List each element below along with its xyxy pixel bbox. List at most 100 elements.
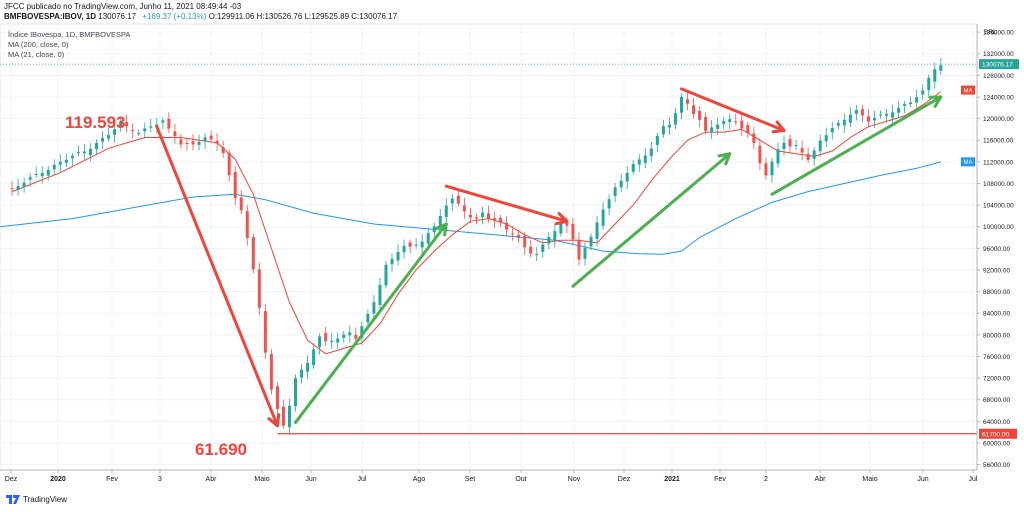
- x-tick-label: Dez: [5, 476, 18, 483]
- candle-body: [619, 180, 623, 188]
- candle-body: [269, 353, 273, 390]
- candle-body: [161, 120, 165, 123]
- candle-body: [113, 129, 117, 135]
- symbol-name[interactable]: BMFBOVESPA:IBOV, 1D: [4, 12, 97, 21]
- candle-body: [692, 105, 696, 115]
- x-tick-label: Maio: [862, 476, 877, 483]
- candle-body: [915, 96, 919, 103]
- candle-body: [649, 148, 653, 156]
- candle-body: [420, 241, 424, 248]
- candle-body: [16, 186, 20, 190]
- currency-label: BRL: [984, 29, 997, 36]
- tradingview-logo-icon: [6, 495, 20, 504]
- green-arrow-2-shaft: [571, 152, 732, 288]
- x-tick-label: Set: [465, 476, 476, 483]
- candle-body: [300, 369, 304, 378]
- candle-body: [601, 209, 605, 226]
- candle-body: [535, 253, 539, 255]
- horizontal-line-61700[interactable]: 61700.00: [277, 428, 1017, 439]
- candle-body: [927, 77, 931, 91]
- last-price-tag: [979, 59, 1019, 70]
- x-tick-label: Dez: [618, 476, 631, 483]
- green-arrow-1: [294, 222, 448, 424]
- candle-body: [577, 239, 581, 260]
- y-tick-label: 84000.00: [983, 311, 1010, 318]
- y-tick-label: 112000.00: [983, 159, 1014, 166]
- x-tick-label: Maio: [254, 476, 269, 483]
- candle-body: [263, 311, 267, 353]
- ma200-line: [0, 161, 941, 255]
- ma21-path: [11, 91, 942, 355]
- candle-body: [402, 245, 406, 253]
- x-tick-label: Abr: [206, 476, 218, 483]
- legend-title[interactable]: Índice IBovespa, 1D, BMFBOVESPA: [8, 30, 131, 39]
- candle-body: [215, 140, 219, 144]
- candle-body: [800, 148, 804, 153]
- candle-body: [595, 222, 599, 239]
- tradingview-brand[interactable]: TradingView: [6, 495, 67, 504]
- legend-ma21[interactable]: MA (21, close, 0): [8, 50, 65, 59]
- candle-body: [661, 126, 665, 135]
- green-arrow-3-head: [928, 95, 943, 108]
- candle-body: [776, 149, 780, 164]
- ma21-tag-label: MA: [964, 89, 973, 95]
- candle-body: [607, 199, 611, 209]
- x-tick-label: Nov: [568, 476, 581, 483]
- candle-body: [679, 96, 683, 113]
- candle-body: [64, 159, 68, 163]
- header-ohlc: O:129911.06 H:130526.76 L:129525.89 C:13…: [208, 12, 398, 21]
- candle-body: [480, 212, 484, 218]
- candle-body: [209, 135, 213, 140]
- candle-body: [517, 235, 521, 239]
- candle-body: [559, 222, 563, 234]
- red-arrow-1-head: [267, 413, 281, 428]
- candle-body: [336, 338, 340, 343]
- candle-body: [493, 218, 497, 221]
- candle-body: [239, 197, 243, 211]
- y-tick-label: 60000.00: [983, 440, 1010, 447]
- y-tick-label: 80000.00: [983, 332, 1010, 339]
- y-tick-label: 120000.00: [983, 116, 1014, 123]
- candle-body: [408, 242, 412, 247]
- candle-body: [432, 226, 436, 233]
- red-arrow-1-shaft: [155, 125, 279, 428]
- candle-body: [625, 173, 629, 182]
- candle-body: [143, 128, 147, 132]
- candle-body: [782, 142, 786, 149]
- y-tick-label: 104000.00: [983, 203, 1014, 210]
- y-tick-label: 136000.00: [983, 30, 1014, 37]
- candle-body: [167, 118, 171, 129]
- candle-body: [10, 188, 14, 190]
- x-tick-label: Abr: [815, 476, 827, 483]
- candle-body: [872, 117, 876, 121]
- x-tick-label: 2020: [50, 476, 66, 483]
- x-tick-label: Jul: [358, 476, 367, 483]
- annotations: 119.593 61.690: [65, 113, 247, 459]
- candle-body: [553, 231, 557, 241]
- candle-body: [933, 69, 937, 82]
- candle-body: [806, 154, 810, 160]
- candle-body: [541, 244, 545, 252]
- chart-legend: Índice IBovespa, 1D, BMFBOVESPA MA (200,…: [8, 30, 130, 60]
- candle-body: [119, 122, 123, 127]
- candle-body: [704, 116, 708, 131]
- green-arrow-1-head: [434, 222, 448, 237]
- candle-body: [667, 124, 671, 128]
- candle-body: [613, 187, 617, 197]
- candle-body: [812, 150, 816, 159]
- x-tick-label: 2021: [664, 476, 680, 483]
- candle-body: [848, 114, 852, 123]
- trend-arrows[interactable]: [155, 87, 943, 428]
- x-tick-label: Jul: [969, 476, 978, 483]
- candle-body: [390, 258, 394, 265]
- candle-body: [770, 161, 774, 176]
- candle-body: [294, 378, 298, 407]
- legend-ma200[interactable]: MA (200, close, 0): [8, 40, 69, 49]
- support-line-tag: [979, 428, 1017, 439]
- axes: BRL 56000.00 60000.00 64000.00 68000.00 72000…: [0, 24, 1019, 483]
- candle-body: [511, 233, 515, 235]
- candle-body: [655, 135, 659, 145]
- candle-body: [149, 126, 153, 128]
